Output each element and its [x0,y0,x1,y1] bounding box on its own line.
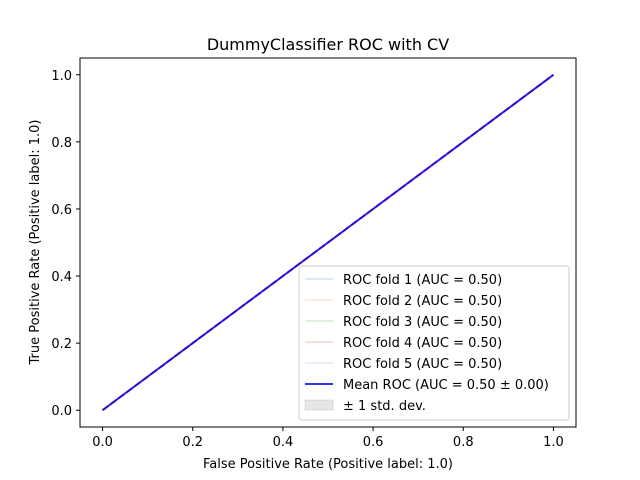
legend-label: ROC fold 1 (AUC = 0.50) [343,273,502,288]
legend-label: Mean ROC (AUC = 0.50 ± 0.00) [343,378,549,393]
legend-swatch-std-dev [304,399,334,411]
y-axis-label: True Positive Rate (Positive label: 1.0) [28,120,43,366]
legend-label: ROC fold 4 (AUC = 0.50) [343,336,502,351]
legend: ROC fold 1 (AUC = 0.50) ROC fold 2 (AUC =… [298,265,570,421]
x-tick-label: 0.0 [92,435,113,450]
mean-roc-line [101,73,555,412]
legend-label: ROC fold 2 (AUC = 0.50) [343,294,502,309]
chart-title: DummyClassifier ROC with CV [207,35,449,54]
y-tick-label: 0.4 [51,270,72,285]
y-tick-label: 0.6 [51,203,72,218]
y-tick-label: 0.8 [51,136,72,151]
plot-area [101,73,555,412]
axis-ticks: 0.0 0.2 0.4 0.6 0.8 1.0 0.0 0.2 0.4 0.6 0.8 1.0 [51,69,563,450]
x-tick-label: 0.6 [363,435,384,450]
legend-label: ROC fold 5 (AUC = 0.50) [343,357,502,372]
legend-box [298,265,570,421]
x-tick-label: 0.2 [182,435,203,450]
axes-frame [79,57,577,428]
x-tick-label: 0.4 [273,435,294,450]
legend-label: ± 1 std. dev. [343,399,426,414]
legend-label: ROC fold 3 (AUC = 0.50) [343,315,502,330]
y-tick-label: 1.0 [51,69,72,84]
x-axis-label: False Positive Rate (Positive label: 1.0… [203,457,453,472]
y-tick-label: 0.0 [51,404,72,419]
x-tick-label: 1.0 [543,435,564,450]
y-tick-label: 0.2 [51,337,72,352]
x-tick-label: 0.8 [453,435,474,450]
